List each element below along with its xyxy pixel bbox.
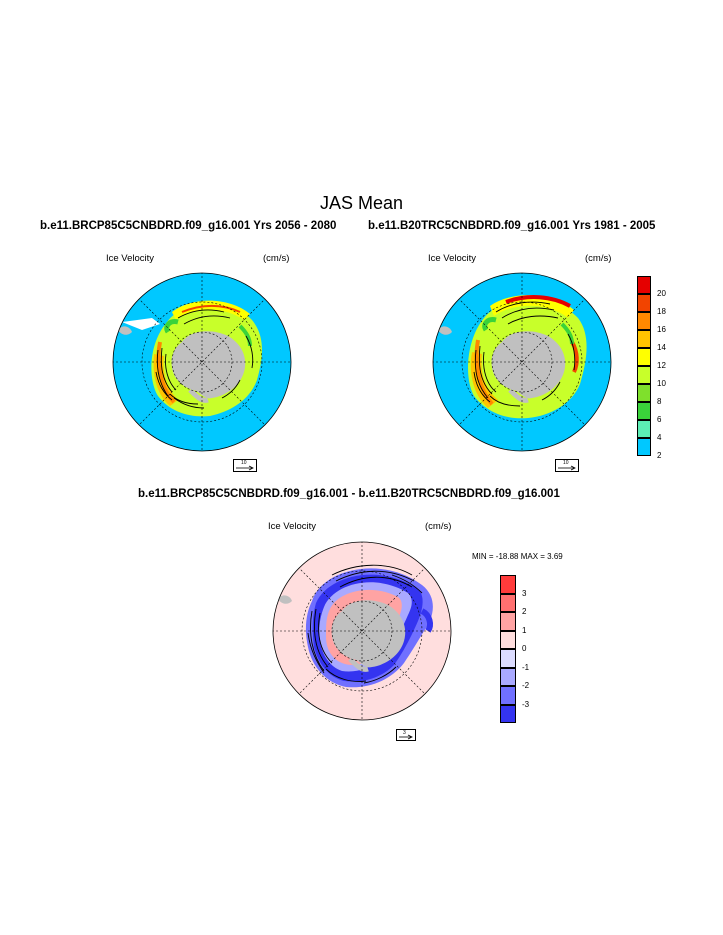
right-panel-header: b.e11.B20TRC5CNBDRD.f09_g16.001 Yrs 1981…: [368, 220, 656, 232]
diff-reference-vector-label: 3: [403, 730, 406, 736]
top-colorbar-tick-label: 16: [657, 325, 666, 334]
diff-colorbar-tick-label: 2: [522, 607, 527, 616]
diff-units-label: (cm/s): [425, 521, 452, 532]
top-colorbar-swatch: [637, 402, 651, 420]
diff-colorbar-tick-label: -3: [522, 699, 530, 709]
left-field-label: Ice Velocity: [106, 253, 155, 264]
right-field-label: Ice Velocity: [428, 253, 477, 264]
top-colorbar-tick-label: 8: [657, 397, 662, 406]
diff-reference-vector: 3: [396, 729, 416, 741]
diff-colorbar-tick-label: -1: [522, 662, 530, 672]
diff-colorbar-swatch: [500, 649, 516, 668]
diff-polar-map: [272, 541, 452, 721]
diff-colorbar-swatch: [500, 575, 516, 594]
diff-colorbar-tick-label: 0: [522, 644, 527, 653]
diff-colorbar-swatch: [500, 686, 516, 705]
top-colorbar-swatch: [637, 384, 651, 402]
diff-colorbar-swatch: [500, 630, 516, 649]
top-colorbar-swatch: [637, 294, 651, 312]
top-colorbar-tick-label: 4: [657, 433, 662, 442]
top-colorbar-swatch: [637, 366, 651, 384]
diff-panel-header: b.e11.BRCP85C5CNBDRD.f09_g16.001 - b.e11…: [138, 488, 560, 500]
right-reference-vector: 10: [555, 459, 579, 472]
diff-colorbar-tick-label: 3: [522, 588, 527, 598]
diff-colorbar-swatch: [500, 667, 516, 686]
left-panel-header: b.e11.BRCP85C5CNBDRD.f09_g16.001 Yrs 205…: [40, 220, 337, 232]
top-colorbar: 20 18 16 14 12 10 8 6 4 2: [637, 276, 666, 460]
top-colorbar-tick-label: 6: [657, 415, 662, 424]
top-colorbar-swatch: [637, 276, 651, 294]
diff-colorbar-tick-label: -2: [522, 681, 530, 690]
right-units-label: (cm/s): [585, 253, 612, 264]
left-units-label: (cm/s): [263, 253, 290, 264]
diff-colorbar-swatch: [500, 593, 516, 612]
diff-colorbar-tick-label: 1: [522, 625, 527, 635]
top-colorbar-tick-label: 18: [657, 307, 666, 316]
antarctica: [171, 331, 246, 399]
top-colorbar-swatch: [637, 438, 651, 456]
top-colorbar-swatch: [637, 348, 651, 366]
diff-field-label: Ice Velocity: [268, 521, 317, 532]
diff-minmax-label: MIN = -18.88 MAX = 3.69: [472, 552, 563, 561]
top-colorbar-swatch: [637, 330, 651, 348]
top-colorbar-tick-label: 14: [657, 343, 666, 352]
left-reference-vector-label: 10: [241, 460, 247, 466]
top-colorbar-tick-label: 10: [657, 379, 666, 388]
diff-colorbar-swatch: [500, 704, 516, 723]
diff-colorbar: 3 2 1 0 -1 -2 -3: [500, 575, 529, 723]
top-colorbar-tick-label: 2: [657, 451, 662, 460]
top-colorbar-tick-label: 12: [657, 361, 666, 370]
right-polar-map: [432, 272, 612, 452]
top-colorbar-swatch: [637, 312, 651, 330]
left-polar-map: [112, 272, 292, 452]
top-colorbar-swatch: [637, 420, 651, 438]
page-title: JAS Mean: [319, 193, 404, 213]
left-reference-vector: 10: [233, 459, 257, 472]
right-reference-vector-label: 10: [563, 460, 569, 466]
diff-colorbar-swatch: [500, 612, 516, 631]
top-colorbar-tick-label: 20: [657, 289, 666, 298]
